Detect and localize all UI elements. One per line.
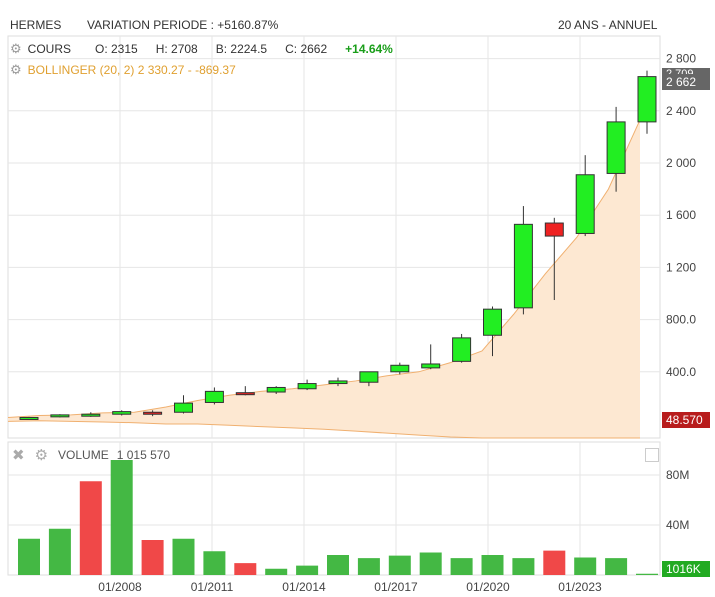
gear-icon[interactable]: ⚙	[10, 41, 22, 56]
candle-body	[513, 223, 533, 309]
bollinger-lower-line	[7, 420, 640, 439]
symbol-label: HERMES	[10, 18, 62, 32]
volume-bar	[110, 460, 133, 575]
last-price-badge	[662, 74, 710, 90]
volume-bar	[450, 558, 473, 575]
volume-bar	[419, 552, 442, 575]
volume-bar	[141, 540, 164, 575]
volume-label: VOLUME	[58, 448, 109, 462]
candle-body	[452, 337, 472, 362]
cours-legend: ⚙ COURS O: 2315 H: 2708 B: 2224.5 C: 266…	[10, 41, 393, 57]
candle-body	[575, 174, 595, 234]
price-tick-label: 400.0	[666, 365, 696, 379]
volume-value: 1 015 570	[116, 448, 171, 462]
candle-body	[359, 371, 379, 383]
bollinger-band-area	[8, 119, 640, 438]
candle-body	[235, 392, 255, 396]
volume-bar	[172, 538, 195, 575]
candle-body	[544, 222, 564, 237]
close-icon[interactable]: ✖	[12, 447, 25, 464]
last-volume-label: 1016K	[666, 562, 701, 576]
volume-bar	[18, 538, 40, 575]
volume-bar	[265, 568, 288, 575]
candle-body	[483, 308, 502, 336]
price-tick-label: 1 200	[666, 260, 696, 274]
volume-toggle-checkbox[interactable]	[645, 448, 659, 462]
candle-body	[112, 411, 132, 415]
volume-bar	[79, 481, 102, 575]
volume-bar	[234, 563, 257, 575]
last-volume-badge	[662, 561, 710, 577]
x-tick-label: 01/2011	[191, 580, 234, 594]
candle-body	[204, 390, 224, 403]
x-tick-label: 01/2017	[374, 580, 418, 594]
volume-bar	[543, 550, 566, 575]
candle-body	[50, 414, 70, 418]
x-tick-label: 01/2008	[98, 580, 142, 594]
low-value: B: 2224.5	[215, 42, 268, 56]
close-value: C: 2662	[285, 42, 328, 56]
candle-body	[390, 364, 410, 373]
cours-label: COURS	[27, 42, 71, 56]
volume-bar	[636, 573, 658, 575]
volume-bar	[48, 528, 71, 575]
high-value: H: 2708	[155, 42, 198, 56]
candle-body	[143, 411, 163, 415]
volume-bar	[327, 555, 349, 575]
open-value: O: 2315	[95, 42, 138, 56]
volume-bar	[512, 558, 535, 575]
period-label[interactable]: 20 ANS - ANNUEL	[558, 18, 658, 32]
gear-icon[interactable]: ⚙	[34, 447, 49, 464]
x-tick-label: 01/2023	[558, 580, 602, 594]
volume-legend: ✖ ⚙ VOLUME 1 015 570	[12, 446, 170, 464]
variation-label: VARIATION PERIODE : +5160.87%	[87, 18, 279, 32]
candle-body	[606, 121, 626, 174]
low-marker-badge	[662, 412, 710, 428]
price-tick-label: 2 000	[666, 156, 696, 170]
candle-body	[637, 76, 657, 123]
candle-body	[19, 416, 39, 420]
last-price-label: 2 662	[666, 75, 696, 89]
candle-body	[174, 402, 193, 413]
price-tick-label: 2 400	[666, 104, 696, 118]
volume-bar	[296, 565, 319, 575]
volume-bar	[388, 555, 411, 575]
price-tick-label: 1 600	[666, 208, 696, 222]
price-tick-label: 2 800	[666, 52, 696, 66]
upper-price-badge	[662, 68, 710, 78]
x-tick-label: 01/2020	[466, 580, 510, 594]
volume-bar	[481, 555, 504, 575]
price-tick-label: 800.0	[666, 313, 696, 327]
bollinger-label: BOLLINGER (20, 2) 2 330.27 - -869.37	[27, 63, 236, 77]
candle-body	[297, 383, 317, 390]
low-marker-label: 48.570	[666, 413, 703, 427]
volume-bar	[605, 558, 628, 575]
volume-chart[interactable]: 80M 40M 1016K 01/2008 01/2011 01/2014 01/2017…	[0, 440, 715, 597]
bollinger-legend: ⚙ BOLLINGER (20, 2) 2 330.27 - -869.37	[10, 62, 236, 78]
candle-body	[328, 380, 348, 385]
volume-bar	[203, 551, 226, 575]
candle-body	[266, 386, 286, 393]
candle-body	[81, 413, 101, 417]
gear-icon[interactable]: ⚙	[10, 62, 22, 77]
x-tick-label: 01/2014	[282, 580, 326, 594]
volume-bar	[574, 557, 597, 575]
change-value: +14.64%	[345, 42, 393, 56]
candle-body	[421, 363, 441, 369]
volume-bar	[357, 558, 380, 575]
volume-tick-label: 40M	[666, 518, 689, 532]
volume-tick-label: 80M	[666, 468, 689, 482]
